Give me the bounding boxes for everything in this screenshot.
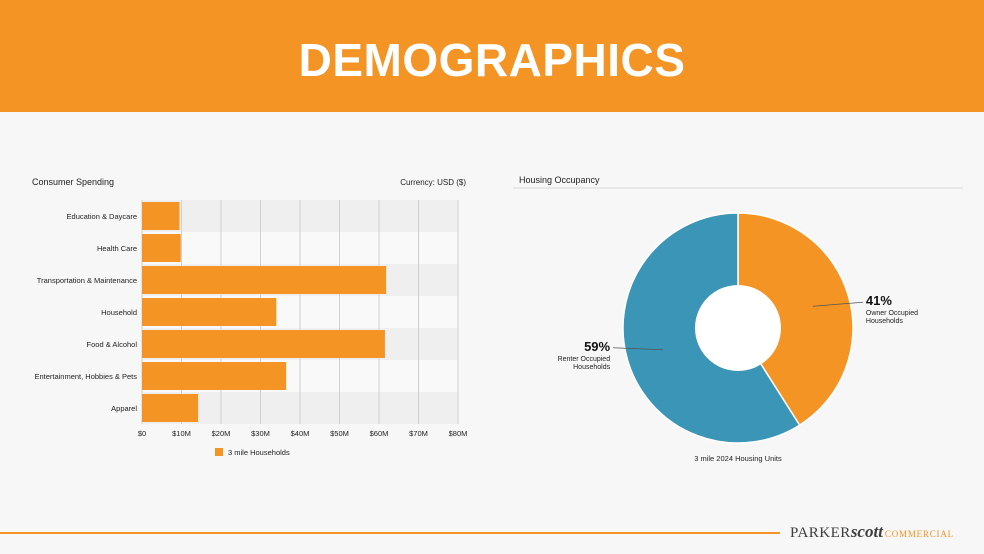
x-tick-label: $20M xyxy=(212,429,231,438)
bar xyxy=(142,394,199,422)
pie-caption: 3 mile 2024 Housing Units xyxy=(694,454,782,463)
pie-slice-label: Households xyxy=(866,318,903,325)
bar xyxy=(142,234,181,262)
x-tick-label: $70M xyxy=(409,429,428,438)
pie-leader-line xyxy=(613,347,664,351)
x-tick-label: $60M xyxy=(370,429,389,438)
pie-percent-label: 41% xyxy=(866,293,892,308)
x-tick-label: $50M xyxy=(330,429,349,438)
category-label: Apparel xyxy=(111,404,137,413)
bar xyxy=(142,266,387,294)
category-label: Entertainment, Hobbies & Pets xyxy=(34,372,137,381)
pie-slice-label: Households xyxy=(573,364,610,371)
category-label: Household xyxy=(101,308,137,317)
pie-leader-line xyxy=(812,301,863,307)
pie-chart-title: Housing Occupancy xyxy=(519,175,600,185)
bar xyxy=(142,362,287,390)
x-tick-label: $40M xyxy=(291,429,310,438)
category-label: Education & Daycare xyxy=(67,212,137,221)
x-tick-label: $30M xyxy=(251,429,270,438)
legend-label: 3 mile Households xyxy=(228,448,290,457)
header-banner: DEMOGRAPHICS xyxy=(0,0,984,112)
bar xyxy=(142,298,277,326)
page-title: DEMOGRAPHICS xyxy=(298,34,686,86)
company-logo: PARKERscott COMMERCIAL xyxy=(790,522,954,541)
footer-divider xyxy=(0,532,780,534)
pie-slice-label: Renter Occupied xyxy=(558,356,611,363)
donut-hole xyxy=(695,285,781,371)
bar xyxy=(142,202,180,230)
category-label: Transportation & Maintenance xyxy=(37,276,137,285)
x-tick-label: $10M xyxy=(172,429,191,438)
legend-swatch xyxy=(215,448,223,456)
category-label: Food & Alcohol xyxy=(87,340,138,349)
category-label: Health Care xyxy=(97,244,137,253)
x-tick-label: $0 xyxy=(138,429,146,438)
bar-chart-title: Consumer Spending xyxy=(32,177,114,187)
bar xyxy=(142,330,385,358)
x-tick-label: $80M xyxy=(449,429,468,438)
pie-slice-label: Owner Occupied xyxy=(866,310,918,317)
pie-percent-label: 59% xyxy=(584,339,610,354)
bar-chart-currency: Currency: USD ($) xyxy=(400,178,466,187)
